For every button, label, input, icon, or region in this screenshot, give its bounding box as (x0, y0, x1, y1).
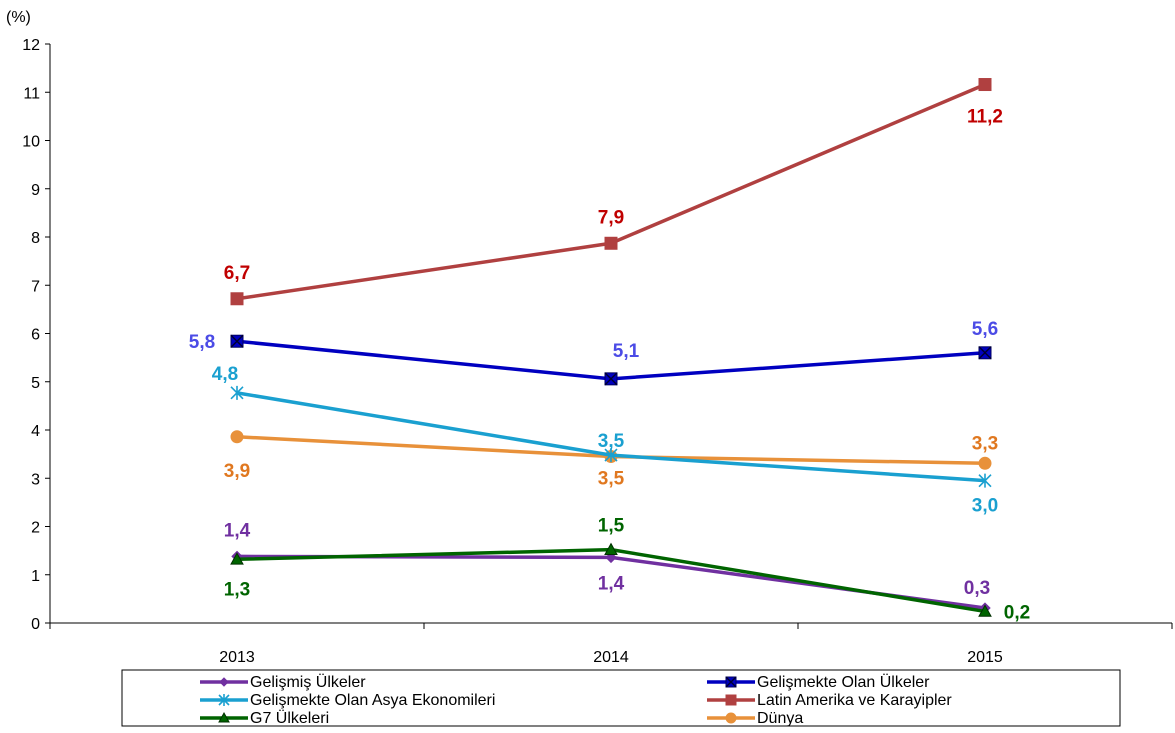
y-tick-label: 3 (31, 471, 40, 488)
data-label: 1,4 (598, 573, 625, 594)
data-point-marker (978, 456, 992, 470)
data-label: 3,3 (972, 433, 998, 454)
triangle-marker (218, 711, 230, 723)
legend-item: Dünya (707, 710, 803, 727)
data-label: 1,4 (224, 520, 251, 541)
x-tick-label: 2015 (967, 649, 1003, 666)
y-tick-label: 10 (22, 134, 40, 151)
data-label: 0,2 (1004, 602, 1030, 623)
y-tick-label: 6 (31, 327, 40, 344)
data-point-marker (604, 542, 618, 555)
data-label: 3,9 (224, 461, 250, 482)
data-point-marker (230, 430, 244, 444)
cross-mark (604, 372, 618, 386)
data-point-marker (978, 346, 992, 360)
square-marker (230, 292, 244, 306)
y-tick-label: 5 (31, 375, 40, 392)
legend-item: Gelişmekte Olan Ülkeler (707, 673, 930, 691)
data-point-marker (604, 236, 618, 250)
data-point-marker (230, 385, 244, 400)
x-tick-label: 2014 (593, 649, 629, 666)
series-1 (230, 334, 992, 386)
y-tick-label: 2 (31, 520, 40, 537)
asterisk-marker (978, 473, 992, 488)
data-point-marker (978, 473, 992, 488)
cross-mark (978, 346, 992, 360)
y-tick-label: 7 (31, 278, 40, 295)
legend-item: Gelişmiş Ülkeler (200, 673, 366, 691)
cross-mark (725, 676, 737, 688)
legend-label: Gelişmekte Olan Asya Ekonomileri (250, 692, 495, 709)
data-point-marker (230, 552, 244, 565)
data-label: 11,2 (967, 107, 1003, 128)
asterisk-marker (218, 694, 230, 706)
series-2 (230, 385, 992, 488)
data-label: 5,8 (189, 332, 215, 353)
square-marker (604, 236, 618, 250)
data-point-marker (604, 372, 618, 386)
series-4 (230, 542, 992, 617)
legend-marker (725, 694, 737, 706)
diamond-marker (219, 677, 229, 687)
legend-frame (121, 669, 1121, 727)
legend-marker (725, 676, 737, 688)
data-point-marker (230, 292, 244, 306)
legend-label: G7 Ülkeleri (250, 709, 329, 727)
legend-marker (218, 711, 230, 723)
triangle-marker (604, 542, 618, 555)
legend-marker (218, 694, 230, 706)
series-layer (230, 78, 992, 617)
square-marker (978, 78, 992, 92)
data-label: 5,1 (613, 341, 640, 362)
y-tick-label: 9 (31, 182, 40, 199)
data-label: 3,5 (598, 431, 625, 452)
circle-marker (978, 456, 992, 470)
data-label: 0,3 (964, 578, 990, 599)
y-tick-label: 0 (31, 616, 40, 633)
legend-item: Gelişmekte Olan Asya Ekonomileri (200, 692, 495, 709)
asterisk-marker (604, 448, 618, 463)
data-label: 1,5 (598, 516, 625, 537)
x-tick-label: 2013 (219, 649, 255, 666)
legend-label: Gelişmiş Ülkeler (250, 673, 366, 691)
legend-label: Gelişmekte Olan Ülkeler (757, 673, 930, 691)
data-point-marker (604, 448, 618, 463)
data-label: 4,8 (212, 364, 238, 385)
data-point-marker (978, 78, 992, 92)
series-3 (230, 78, 992, 306)
legend-marker (725, 712, 737, 724)
data-point-marker (230, 334, 244, 348)
series-line (236, 82, 986, 301)
circle-marker (725, 712, 737, 724)
y-tick-label: 4 (31, 423, 40, 440)
data-point-marker (978, 604, 992, 617)
data-label: 1,3 (224, 579, 250, 600)
y-tick-label: 12 (22, 37, 40, 54)
data-label: 7,9 (598, 207, 624, 228)
y-tick-label: 1 (31, 568, 40, 585)
triangle-marker (978, 604, 992, 617)
triangle-marker (230, 552, 244, 565)
data-labels-layer: 1,4 1,4 0,3 5,8 5,1 5,6 4,8 3,5 3,0 6,7 7,9 11,2 1,3… (189, 107, 1030, 624)
square-marker (725, 694, 737, 706)
data-label: 6,7 (224, 263, 250, 284)
y-tick-label: 8 (31, 230, 40, 247)
circle-marker (230, 430, 244, 444)
legend-label: Latin Amerika ve Karayipler (757, 692, 952, 709)
y-unit-label: (%) (6, 9, 31, 26)
data-label: 3,0 (972, 496, 998, 517)
legend-item: G7 Ülkeleri (200, 709, 329, 727)
legend-label: Dünya (757, 710, 803, 727)
y-tick-label: 11 (23, 85, 40, 102)
legend-item: Latin Amerika ve Karayipler (707, 692, 952, 709)
data-label: 3,5 (598, 469, 625, 490)
cross-mark (230, 334, 244, 348)
data-label: 5,6 (972, 319, 998, 340)
legend-marker (219, 677, 229, 687)
asterisk-marker (230, 385, 244, 400)
